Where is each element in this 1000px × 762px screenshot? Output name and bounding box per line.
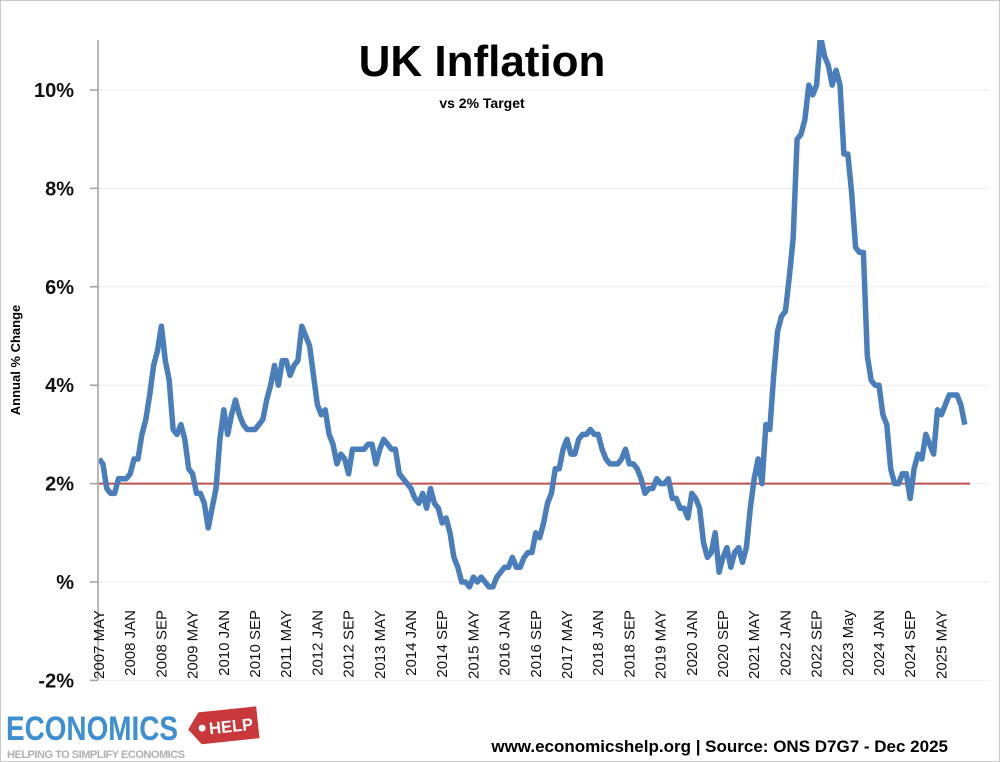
y-axis-label: Annual % Change xyxy=(8,305,23,416)
x-tick-label: 2021 MAY xyxy=(746,610,763,679)
logo-main-text: ECONOMICS xyxy=(6,710,178,748)
x-tick-label: 2022 JAN xyxy=(777,610,794,676)
y-tick-label: 2% xyxy=(45,474,74,496)
x-tick-label: 2016 SEP xyxy=(528,610,545,678)
x-tick-label: 2009 MAY xyxy=(185,610,202,679)
logo-badge-text: HELP xyxy=(208,715,254,738)
footer-source: www.economicshelp.org | Source: ONS D7G7… xyxy=(490,737,948,756)
x-tick-label: 2017 MAY xyxy=(559,610,576,679)
y-tick-label: 4% xyxy=(45,375,74,397)
x-tick-label: 2019 MAY xyxy=(653,610,670,679)
x-tick-label: 2018 SEP xyxy=(621,610,638,678)
y-tick-label: 6% xyxy=(45,277,74,299)
x-tick-label: 2014 SEP xyxy=(434,610,451,678)
y-tick-label: -2% xyxy=(38,670,74,692)
x-tick-label: 2018 JAN xyxy=(590,610,607,676)
x-tick-label: 2012 SEP xyxy=(341,610,358,678)
y-tick-label: 8% xyxy=(45,178,74,200)
x-tick-label: 2014 JAN xyxy=(403,610,420,676)
chart-subtitle: vs 2% Target xyxy=(439,95,525,111)
y-tick-label: % xyxy=(56,572,74,594)
y-tick-label: 10% xyxy=(34,80,74,102)
x-tick-label: 2022 SEP xyxy=(809,610,826,678)
x-axis-ticks: 2007 MAY 2008 JAN 2008 SEP 2009 MAY 2010 JAN… xyxy=(91,610,950,679)
logo-tagline: HELPING TO SIMPLIFY ECONOMICS xyxy=(7,749,185,761)
x-tick-label: 2008 JAN xyxy=(122,610,139,676)
x-tick-label: 2024 JAN xyxy=(871,610,888,676)
x-tick-label: 2020 SEP xyxy=(715,610,732,678)
x-tick-label: 2010 SEP xyxy=(247,610,264,678)
x-tick-label: 2013 MAY xyxy=(372,610,389,679)
x-tick-label: 2023 May xyxy=(840,610,857,676)
y-axis-ticks: -2%% 2% 4% 6% 8% 10% xyxy=(34,80,98,692)
series-line-inflation xyxy=(99,40,968,590)
chart-title: UK Inflation xyxy=(359,37,606,86)
x-tick-label: 2012 JAN xyxy=(309,610,326,676)
economics-help-logo[interactable]: ECONOMICS HELP HELPING TO SIMPLIFY ECONO… xyxy=(6,706,260,761)
x-tick-label: 2008 SEP xyxy=(153,610,170,678)
x-tick-label: 2024 SEP xyxy=(902,610,919,678)
logo-badge: HELP xyxy=(188,706,260,745)
x-tick-label: 2010 JAN xyxy=(216,610,233,676)
x-tick-label: 2007 MAY xyxy=(91,610,108,679)
x-tick-label: 2016 JAN xyxy=(497,610,514,676)
x-tick-label: 2020 JAN xyxy=(684,610,701,676)
x-tick-label: 2011 MAY xyxy=(278,610,295,678)
x-tick-label: 2015 MAY xyxy=(465,610,482,679)
gridlines xyxy=(98,89,990,681)
x-tick-label: 2025 MAY xyxy=(933,610,950,679)
